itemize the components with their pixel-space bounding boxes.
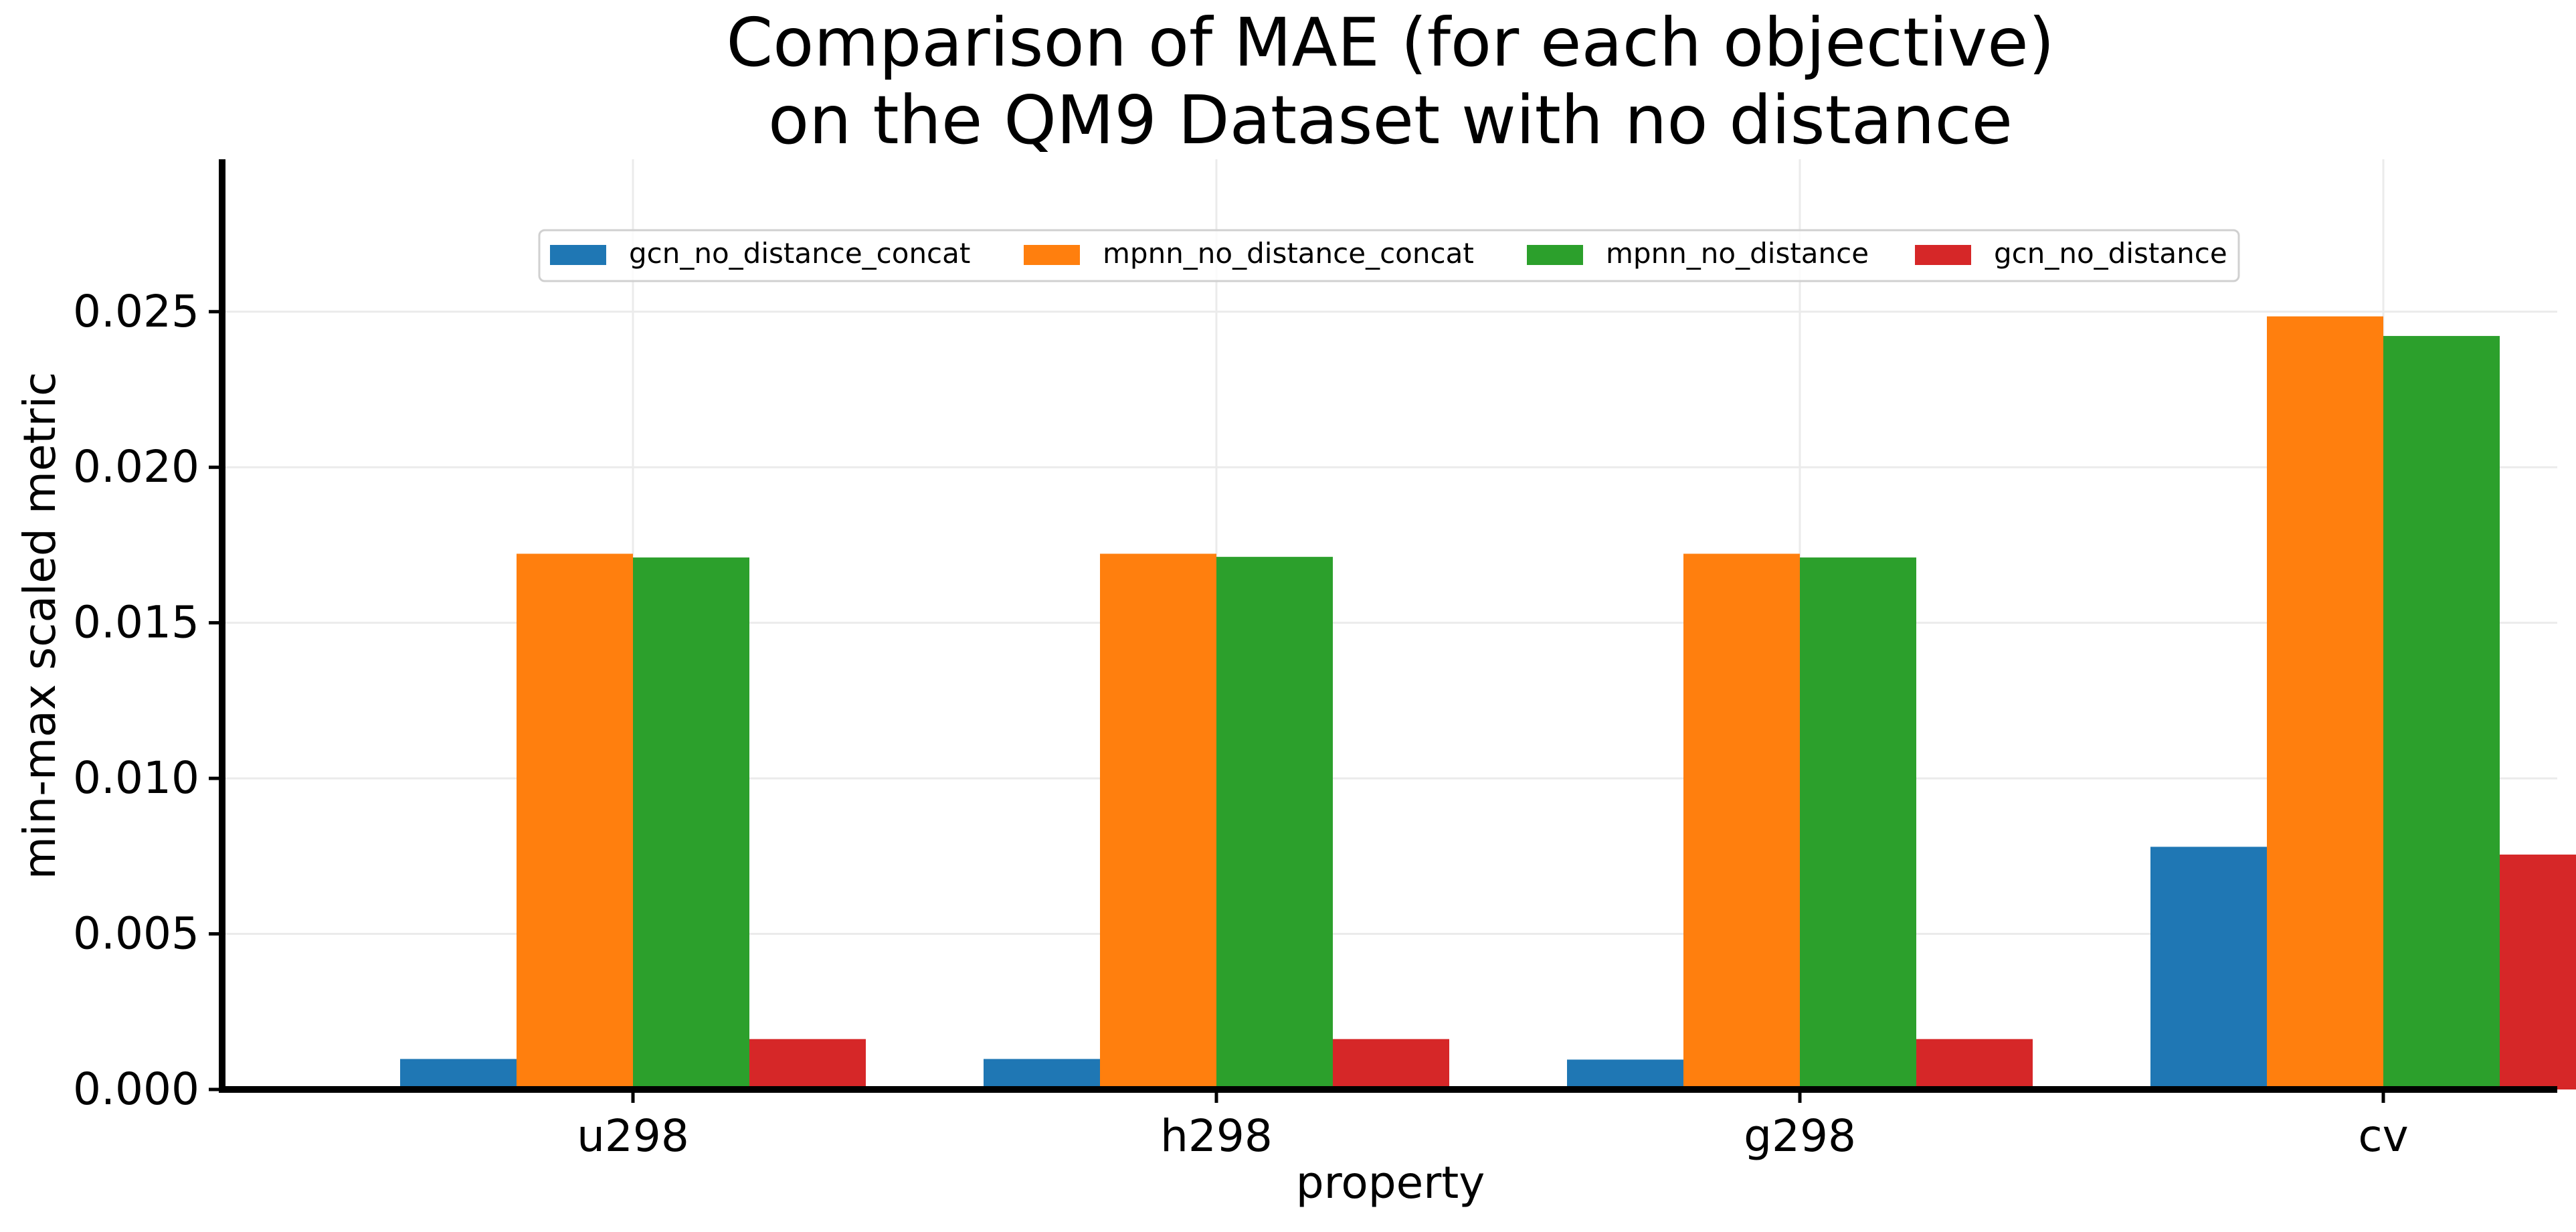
x-axis-label: property: [1296, 1157, 1485, 1209]
y-axis-label: min-max scaled metric: [14, 372, 66, 880]
bar: [1800, 557, 1916, 1089]
bar: [1333, 1039, 1449, 1089]
x-tick-label: h298: [1160, 1110, 1273, 1162]
legend-label: mpnn_no_distance: [1606, 237, 1869, 270]
bar: [1216, 557, 1333, 1089]
legend-swatch: [1527, 245, 1583, 265]
bar: [1567, 1059, 1683, 1089]
x-ticks: u298 h298 g298 cv: [577, 1089, 2409, 1162]
bar: [1916, 1039, 2033, 1089]
bar: [984, 1059, 1100, 1089]
chart-title-line-1: Comparison of MAE (for each objective): [726, 3, 2054, 82]
y-tick-label: 0.005: [73, 908, 199, 960]
bar: [1100, 553, 1216, 1089]
legend-swatch: [1024, 245, 1080, 265]
bar: [2150, 847, 2267, 1089]
bars: [400, 316, 2576, 1090]
legend-swatch: [1915, 245, 1971, 265]
y-ticks: 0.000 0.005 0.010 0.015 0.020 0.025: [73, 286, 222, 1115]
y-tick-label: 0.015: [73, 597, 199, 648]
y-tick-label: 0.025: [73, 286, 199, 337]
bar: [633, 557, 749, 1089]
legend-frame: [538, 229, 2240, 282]
x-tick-label: u298: [577, 1110, 689, 1162]
x-tick-label: cv: [2358, 1110, 2408, 1162]
y-tick-label: 0.000: [73, 1063, 199, 1115]
legend-swatch: [550, 245, 606, 265]
legend-label: gcn_no_distance: [1994, 237, 2227, 270]
bar: [2383, 336, 2500, 1090]
legend: gcn_no_distance_concat mpnn_no_distance_c…: [538, 229, 2240, 282]
bar: [2267, 316, 2383, 1090]
y-tick-label: 0.020: [73, 441, 199, 493]
bar: [400, 1059, 517, 1089]
x-tick-label: g298: [1744, 1110, 1856, 1162]
axes: [219, 159, 2557, 1093]
legend-label: mpnn_no_distance_concat: [1103, 237, 1474, 270]
chart-title-line-2: on the QM9 Dataset with no distance: [768, 81, 2013, 159]
bar: [2500, 855, 2576, 1089]
legend-label: gcn_no_distance_concat: [629, 237, 970, 270]
bar: [749, 1039, 866, 1089]
y-tick-label: 0.010: [73, 752, 199, 804]
bar: [517, 553, 633, 1089]
bar: [1683, 553, 1800, 1089]
